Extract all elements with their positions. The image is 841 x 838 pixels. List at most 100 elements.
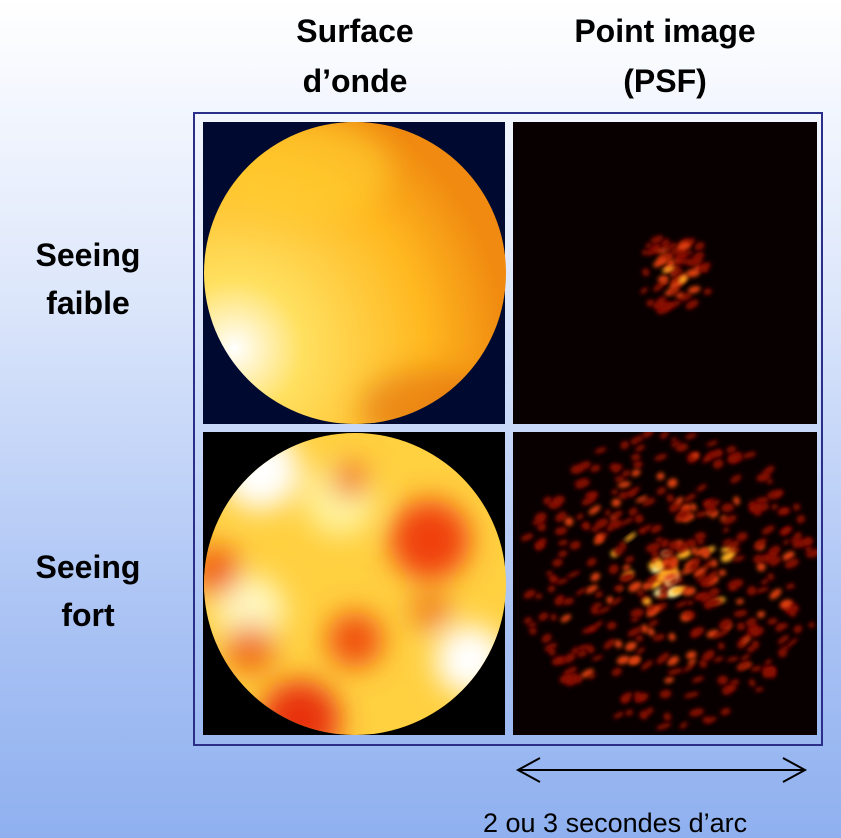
speckle [777,634,790,645]
speckle [656,472,665,480]
speckle [548,648,556,656]
speckle [667,478,678,488]
speckle [687,286,701,294]
speckle [575,479,591,489]
speckle [750,665,762,672]
speckle [657,248,668,254]
speckle [646,603,654,611]
speckle [588,673,596,680]
column-header: Point image [574,13,755,49]
column-header: Surface [296,13,413,49]
shade [215,575,285,645]
speckle [558,539,569,546]
speckle [661,266,675,273]
speckle [646,608,658,617]
speckle [720,707,731,716]
speckle [685,432,697,440]
speckle [671,586,687,594]
speckle [737,661,751,671]
psf [640,235,712,315]
speckle [614,585,622,592]
speckle [803,537,813,546]
speckle [655,537,663,543]
speckle [647,574,661,583]
speckle [550,613,557,621]
speckle [625,709,634,716]
speckle [764,658,772,666]
speckle [560,614,572,623]
speckle [748,679,756,687]
speckle [718,618,732,630]
speckle [662,558,670,565]
speckle [566,570,581,578]
speckle [581,496,596,506]
speckle [754,538,767,549]
speckle [671,437,677,443]
speckle [548,574,557,583]
speckle [611,667,622,677]
speckle [786,637,798,648]
speckle [624,556,635,563]
speckle [656,652,670,664]
speckle [774,489,784,497]
speckle [653,280,666,292]
shade [332,462,368,498]
arrow-head [782,757,808,783]
speckle [756,562,766,572]
speckle [703,288,712,295]
speckle [693,593,707,600]
speckle [660,539,670,548]
speckle [558,550,568,558]
speckle [687,257,703,267]
speckle [647,627,655,636]
speckle [692,452,699,459]
speckle [569,540,581,550]
column-header: (PSF) [623,63,707,99]
speckle [805,546,813,553]
speckle [650,524,662,534]
speckle [702,454,713,463]
speckle [660,549,675,557]
speckle [780,527,793,535]
speckle [646,299,655,307]
speckle [552,495,565,505]
speckle [628,507,638,516]
speckle [654,453,668,461]
speckle [778,648,788,658]
speckle [590,464,601,472]
speckle [650,235,664,244]
speckle [570,464,584,474]
speckle [606,596,614,604]
speckle [628,655,641,665]
speckle [594,447,607,454]
speckle [742,451,757,459]
speckle [595,591,603,598]
speckle [693,567,707,577]
speckle [793,503,801,511]
row-header: fort [61,597,115,633]
speckle [701,650,715,662]
speckle [684,611,692,617]
speckle [686,268,701,278]
speckle [642,598,652,605]
speckle [651,556,661,564]
speckle [722,515,737,525]
speckle [661,238,670,245]
speckle [612,510,623,519]
speckle [664,677,674,684]
speckle [555,511,567,522]
column-header: d’onde [303,63,408,99]
speckle [667,259,676,268]
speckle [611,596,622,606]
row-header: faible [46,285,130,321]
speckle [733,609,748,617]
speckle [670,440,681,448]
speckle [796,515,806,524]
speckle [634,514,644,524]
speckle [622,564,631,571]
speckle [631,453,641,461]
speckle [546,570,553,576]
speckle [622,470,631,477]
speckle [640,624,649,633]
